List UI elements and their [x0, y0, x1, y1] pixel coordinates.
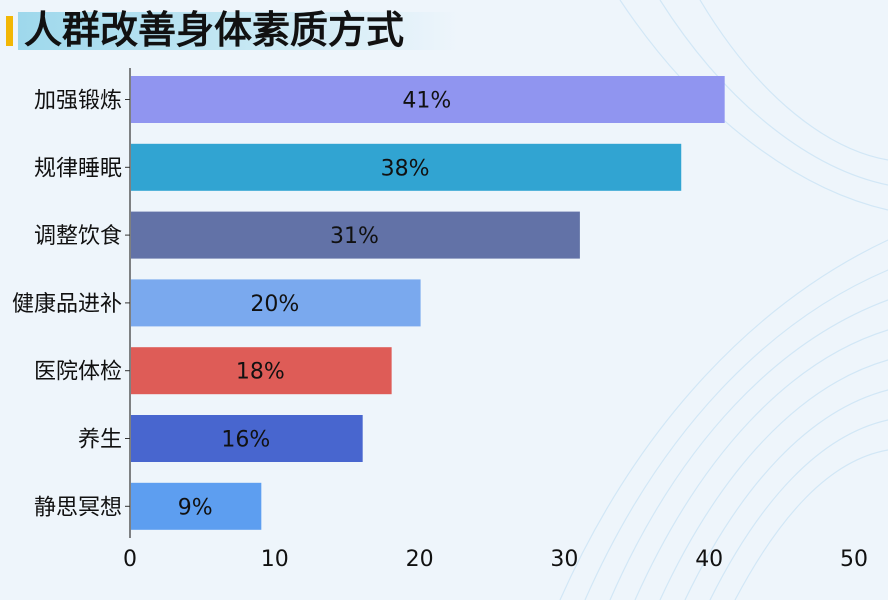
- x-tick-label-4: 40: [695, 547, 723, 572]
- data-label-6: 9%: [178, 495, 213, 520]
- data-label-0: 41%: [402, 89, 451, 114]
- x-tick-label-0: 0: [123, 547, 137, 572]
- data-label-3: 20%: [250, 292, 299, 317]
- title-highlight-band: [18, 12, 458, 50]
- bar-1: [131, 143, 682, 191]
- data-label-1: 38%: [381, 156, 430, 181]
- data-label-5: 16%: [221, 428, 270, 453]
- bar-2: [131, 211, 580, 259]
- x-tick-label-2: 20: [406, 547, 434, 572]
- bar-3: [131, 279, 421, 327]
- category-label-1: 规律睡眠: [34, 156, 122, 181]
- title-accent-bar: [6, 16, 13, 46]
- bar-4: [131, 347, 392, 395]
- category-label-3: 健康品进补: [12, 292, 122, 317]
- category-label-2: 调整饮食: [34, 224, 122, 249]
- bar-6: [131, 482, 262, 530]
- category-label-4: 医院体检: [34, 360, 122, 385]
- x-tick-label-3: 30: [550, 547, 578, 572]
- category-label-0: 加强锻炼: [34, 89, 122, 114]
- page-title: 人群改善身体素质方式: [24, 8, 405, 52]
- bar-0: [131, 76, 725, 123]
- x-tick-label-5: 50: [840, 547, 868, 572]
- data-label-4: 18%: [236, 360, 285, 385]
- x-tick-label-1: 10: [261, 547, 289, 572]
- category-label-5: 养生: [78, 428, 122, 453]
- data-label-2: 31%: [330, 224, 379, 249]
- bar-5: [131, 415, 363, 462]
- category-label-6: 静思冥想: [34, 495, 122, 520]
- title-banner: 人群改善身体素质方式: [0, 4, 460, 54]
